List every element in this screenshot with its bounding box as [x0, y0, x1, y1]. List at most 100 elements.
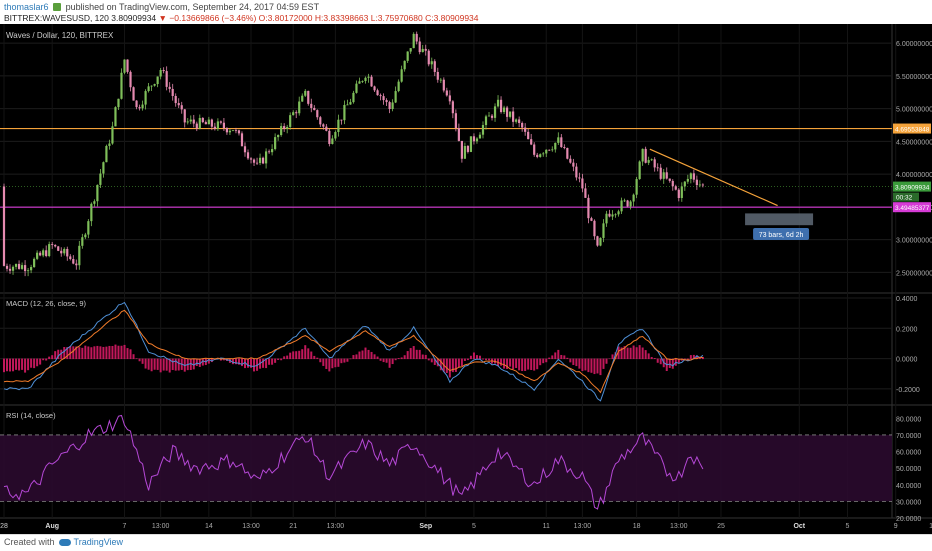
- author-link[interactable]: thomaslar6: [4, 2, 49, 12]
- macd-histogram-bar: [433, 358, 436, 365]
- candle-body: [533, 144, 536, 155]
- candle-body: [481, 125, 485, 135]
- time-tick-label: Oct: [793, 523, 805, 530]
- macd-histogram-bar: [72, 346, 75, 360]
- macd-histogram-bar: [78, 347, 81, 360]
- candle-body: [69, 256, 72, 260]
- candle-body: [292, 112, 295, 116]
- candle-body: [274, 137, 277, 150]
- candle-body: [397, 81, 400, 92]
- candle-body: [234, 130, 238, 132]
- macd-histogram-bar: [231, 358, 234, 365]
- macd-histogram-bar: [608, 358, 611, 360]
- price-tick-label: 3.00000000: [896, 238, 932, 245]
- macd-histogram-bar: [328, 358, 331, 372]
- macd-histogram-bar: [54, 351, 57, 360]
- candle-body: [23, 265, 27, 272]
- candle-body: [17, 263, 21, 269]
- macd-histogram-bar: [325, 358, 328, 369]
- candle-body: [472, 136, 476, 142]
- candle-body: [632, 194, 635, 202]
- macd-histogram-bar: [617, 346, 620, 360]
- macd-histogram-bar: [388, 358, 391, 368]
- macd-histogram-bar: [123, 344, 126, 360]
- candle-body: [626, 200, 629, 207]
- chart-header: thomaslar6 published on TradingView.com,…: [0, 0, 932, 24]
- macd-histogram-bar: [337, 358, 340, 367]
- macd-histogram-bar: [506, 358, 509, 369]
- candle-body: [108, 143, 111, 146]
- candle-body: [403, 60, 406, 70]
- candle-body: [334, 132, 337, 139]
- candle-body: [644, 148, 647, 163]
- candle-body: [593, 220, 596, 237]
- candle-body: [569, 158, 572, 163]
- candle-body: [352, 92, 355, 103]
- macd-histogram-bar: [686, 358, 689, 360]
- macd-histogram-bar: [518, 358, 521, 371]
- candle-body: [219, 121, 222, 123]
- macd-histogram-bar: [129, 349, 132, 360]
- macd-tick-label: -0.2000: [896, 387, 920, 394]
- candle-body: [674, 186, 677, 190]
- candle-body: [319, 117, 322, 125]
- macd-histogram-bar: [120, 345, 123, 360]
- macd-histogram-bar: [575, 358, 578, 367]
- last-price-tag: [893, 181, 931, 192]
- macd-pane: [3, 301, 704, 402]
- rsi-tick-label: 80.0000: [896, 416, 921, 423]
- macd-histogram-bar: [382, 358, 385, 363]
- rsi-tick-label: 40.0000: [896, 483, 921, 490]
- macd-histogram-bar: [430, 358, 433, 363]
- macd-histogram-bar: [370, 351, 373, 360]
- time-tick-label: 13:00: [152, 523, 170, 530]
- candle-body: [66, 248, 69, 257]
- candle-body: [99, 173, 102, 185]
- publish-info: published on TradingView.com, September …: [65, 2, 320, 12]
- candle-body: [560, 137, 563, 148]
- macd-histogram-bar: [463, 358, 466, 361]
- macd-histogram-bar: [475, 355, 478, 360]
- created-with-label: Created with: [4, 537, 55, 547]
- price-tick-label: 4.50000000: [896, 139, 932, 146]
- candle-body: [325, 126, 328, 131]
- macd-histogram-bar: [271, 358, 274, 365]
- price-tick-label: 5.50000000: [896, 74, 932, 81]
- candle-body: [177, 103, 180, 106]
- candle-body: [198, 117, 201, 129]
- trendline: [649, 148, 778, 207]
- candle-body: [545, 149, 548, 154]
- candle-body: [159, 70, 162, 77]
- macd-histogram-bar: [310, 351, 313, 360]
- macd-histogram-bar: [153, 358, 156, 370]
- candle-body: [566, 147, 569, 159]
- candle-body: [72, 259, 75, 264]
- macd-histogram-bar: [451, 358, 454, 373]
- candle-body: [421, 48, 424, 53]
- level-price-label: 4.69553848: [895, 127, 930, 134]
- candle-body: [487, 115, 491, 117]
- chart-svg[interactable]: 73 bars, 6d 2h 6.00000000 5.50000000 5.000…: [0, 24, 932, 534]
- candle-body: [406, 51, 409, 61]
- macd-histogram-bar: [159, 358, 162, 373]
- candle-body: [629, 201, 632, 207]
- macd-histogram-bar: [403, 355, 406, 360]
- macd-histogram-bar: [57, 349, 60, 360]
- macd-histogram-bar: [126, 348, 129, 360]
- macd-histogram-bar: [361, 350, 364, 360]
- time-tick-label: 13:00: [327, 523, 345, 530]
- candle-body: [463, 146, 467, 159]
- candle-body: [237, 130, 241, 134]
- candle-body: [2, 186, 6, 266]
- candle-body: [11, 266, 15, 271]
- macd-histogram-bar: [201, 358, 204, 366]
- macd-histogram-bar: [352, 355, 355, 360]
- tradingview-link[interactable]: TradingView: [73, 537, 124, 547]
- candle-body: [478, 134, 482, 139]
- candle-body: [442, 79, 445, 91]
- chart-area[interactable]: 73 bars, 6d 2h 6.00000000 5.50000000 5.000…: [0, 24, 932, 534]
- candle-body: [608, 213, 611, 217]
- macd-histogram-bar: [63, 347, 66, 360]
- time-tick-label: Aug: [45, 523, 59, 530]
- candle-body: [307, 90, 310, 104]
